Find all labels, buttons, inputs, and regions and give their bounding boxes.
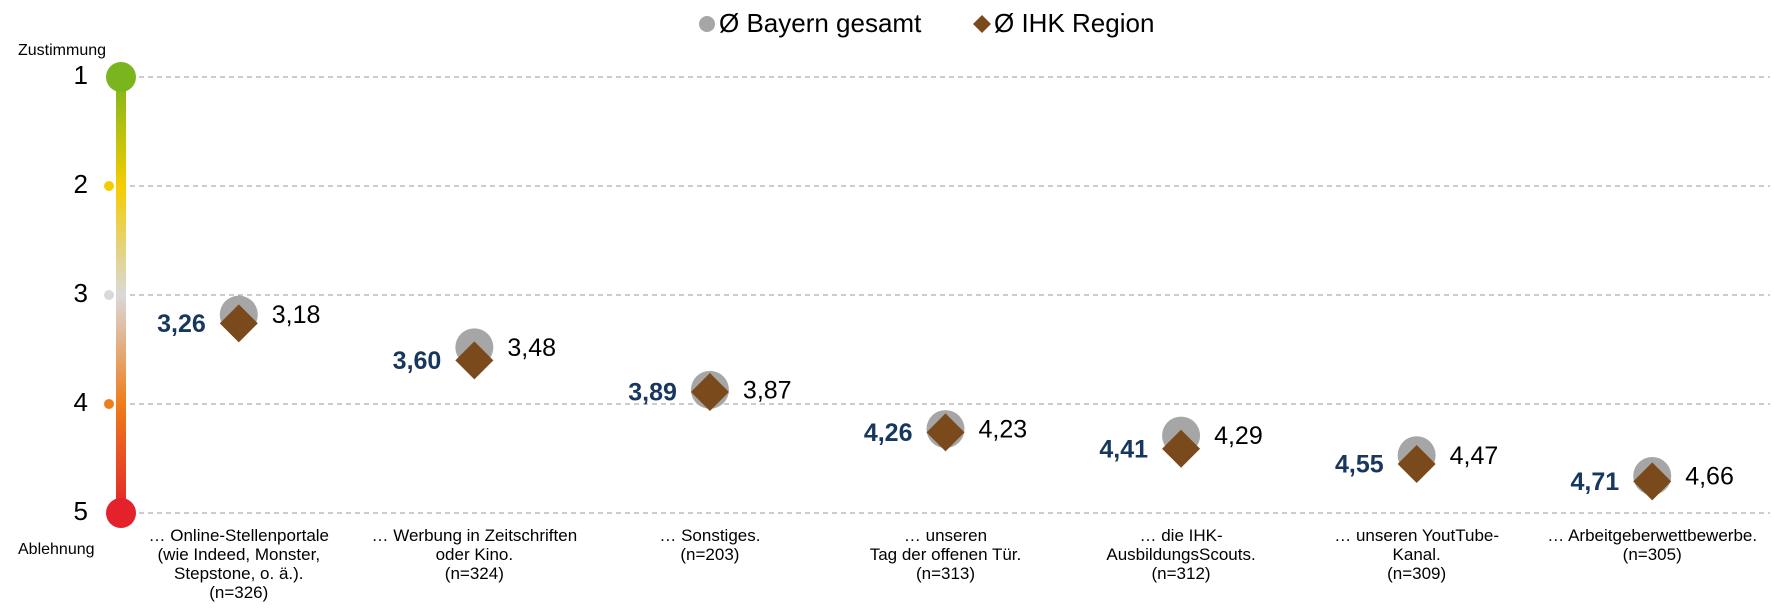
y-axis-top-label: Zustimmung xyxy=(18,42,106,59)
x-tick-label: … die IHK- AusbildungsScouts. (n=312) xyxy=(1106,526,1256,583)
legend-marker xyxy=(699,16,715,32)
legend-label: Ø IHK Region xyxy=(994,8,1154,38)
scale-bar xyxy=(116,77,126,513)
data-label: 4,29 xyxy=(1214,422,1263,450)
dot xyxy=(1633,462,1672,501)
data-label: 4,26 xyxy=(864,419,913,447)
tick-mark xyxy=(104,399,114,409)
dot xyxy=(219,304,258,343)
tick-mark xyxy=(104,181,114,191)
y-tick-label: 1 xyxy=(74,60,88,90)
y-tick-label: 3 xyxy=(74,278,88,308)
data-label: 4,47 xyxy=(1450,442,1499,470)
x-tick-label: … Werbung in Zeitschriften oder Kino. (n… xyxy=(371,526,578,583)
data-label: 4,55 xyxy=(1335,451,1384,479)
dot xyxy=(690,373,729,412)
data-label: 3,48 xyxy=(507,334,556,362)
data-label: 3,89 xyxy=(628,379,677,407)
legend-label: Ø Bayern gesamt xyxy=(719,8,922,38)
y-tick-label: 4 xyxy=(74,387,88,417)
dot xyxy=(926,413,965,452)
tick-mark xyxy=(106,498,136,528)
dot xyxy=(1162,429,1201,468)
data-label: 3,18 xyxy=(272,301,321,329)
tick-mark xyxy=(106,62,136,92)
data-label: 4,41 xyxy=(1099,435,1148,463)
x-tick-label: … Arbeitgeberwettbewerbe. (n=305) xyxy=(1547,526,1758,564)
x-tick-label: … Sonstiges. (n=203) xyxy=(659,526,761,564)
tick-mark xyxy=(104,290,114,300)
y-axis-bottom-label: Ablehnung xyxy=(18,541,95,558)
data-label: 3,60 xyxy=(393,347,442,375)
data-label: 4,66 xyxy=(1685,463,1734,491)
x-tick-label: … unseren Tag der offenen Tür. (n=313) xyxy=(869,526,1022,583)
dot xyxy=(455,341,494,380)
y-tick-label: 2 xyxy=(74,169,88,199)
dot xyxy=(1397,444,1436,483)
x-tick-label: … unseren YoutTube- Kanal. (n=309) xyxy=(1334,526,1500,583)
legend-marker xyxy=(973,15,991,33)
data-label: 3,26 xyxy=(157,310,206,338)
data-label: 4,71 xyxy=(1571,468,1620,496)
x-tick-label: … Online-Stellenportale (wie Indeed, Mon… xyxy=(148,526,330,602)
data-label: 3,87 xyxy=(743,376,792,404)
data-label: 4,23 xyxy=(979,416,1028,444)
y-tick-label: 5 xyxy=(74,496,88,526)
